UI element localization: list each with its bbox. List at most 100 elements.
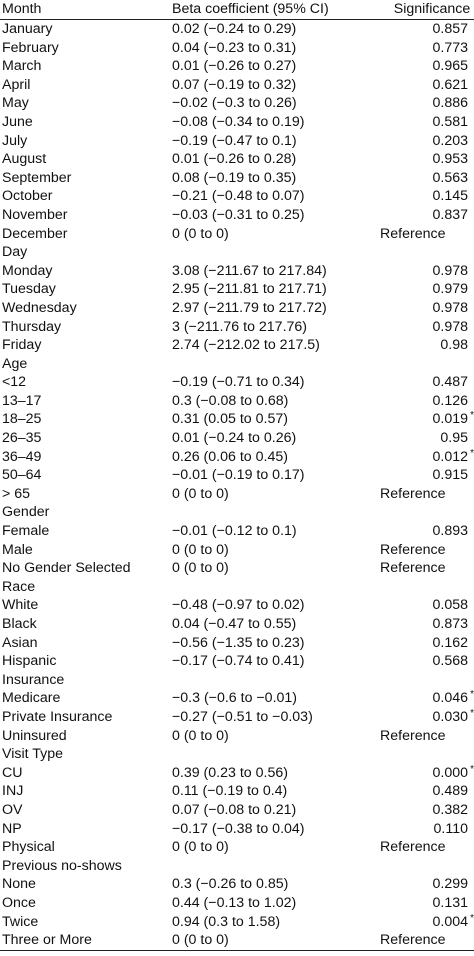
significance: 0.000 * — [376, 764, 474, 783]
significance-value: 0.978 — [432, 299, 468, 316]
row-label: 13–17 — [2, 392, 42, 409]
table-row: Male 0 (0 to 0) Reference — [0, 541, 474, 560]
table-row: Female −0.01 (−0.12 to 0.1) 0.893 — [0, 522, 474, 541]
significance: Reference — [376, 541, 474, 560]
significance-value: 0.030 — [432, 708, 468, 725]
significance-star: * — [470, 707, 474, 719]
row-label: Uninsured — [2, 727, 67, 744]
table-row: Physical 0 (0 to 0) Reference — [0, 838, 474, 857]
significance: Reference — [376, 838, 474, 857]
significance: 0.046 * — [376, 689, 474, 708]
row-label: March — [2, 58, 42, 75]
significance — [376, 243, 474, 262]
row-label: Physical — [2, 839, 55, 856]
significance: 0.978 — [376, 299, 474, 318]
row-label: Thursday — [2, 318, 62, 335]
row-label: 50–64 — [2, 467, 42, 484]
significance-value: Reference — [380, 727, 446, 744]
beta-coefficient: 2.74 (−212.02 to 217.5) — [172, 337, 320, 354]
significance: 0.203 — [376, 132, 474, 151]
row-label: Wednesday — [2, 299, 77, 316]
significance: 0.126 — [376, 392, 474, 411]
table-row: 36–49 0.26 (0.06 to 0.45) 0.012 * — [0, 448, 474, 467]
significance: Reference — [376, 225, 474, 244]
table-row: Twice 0.94 (0.3 to 1.58) 0.004 * — [0, 913, 474, 932]
table-row: Uninsured 0 (0 to 0) Reference — [0, 727, 474, 746]
significance-value: 0.978 — [432, 318, 468, 335]
significance-value: 0.837 — [432, 206, 468, 223]
significance-value: Reference — [380, 541, 446, 558]
beta-coefficient: −0.01 (−0.12 to 0.1) — [172, 523, 297, 540]
table-row: CU 0.39 (0.23 to 0.56) 0.000 * — [0, 764, 474, 783]
table-row: Friday 2.74 (−212.02 to 217.5) 0.98 — [0, 336, 474, 355]
row-label: White — [2, 597, 39, 614]
beta-coefficient: 0 (0 to 0) — [170, 931, 376, 951]
significance: 0.568 — [376, 652, 474, 671]
significance: 0.621 — [376, 76, 474, 95]
beta-coefficient — [170, 578, 376, 597]
significance-value: 0.046 — [432, 690, 468, 707]
table-row: 50–64 −0.01 (−0.19 to 0.17) 0.915 — [0, 466, 474, 485]
beta-coefficient: 0.04 (−0.47 to 0.55) — [172, 616, 297, 632]
row-label: None — [2, 876, 36, 893]
significance-value: 0.145 — [432, 188, 468, 205]
significance-value: 0.203 — [432, 132, 468, 149]
beta-coefficient: 2.97 (−211.79 to 217.72) — [172, 299, 327, 316]
table-row: Tuesday 2.95 (−211.81 to 217.71) 0.979 — [0, 280, 474, 299]
significance-value: 0.979 — [432, 281, 468, 298]
beta-coefficient: 0.07 (−0.08 to 0.21) — [172, 801, 297, 818]
significance-star: * — [470, 763, 474, 775]
beta-coefficient: −0.08 (−0.34 to 0.19) — [172, 113, 305, 130]
beta-coefficient — [170, 745, 376, 764]
significance-value: 0.886 — [432, 95, 468, 112]
beta-coefficient: 0 (0 to 0) — [172, 560, 229, 577]
row-label: July — [2, 132, 28, 149]
row-label: 18–25 — [2, 411, 42, 428]
significance-value: 0.131 — [432, 894, 468, 911]
significance-value: 0.893 — [432, 523, 468, 540]
table-row: Once 0.44 (−0.13 to 1.02) 0.131 — [0, 894, 474, 913]
table-row: February 0.04 (−0.23 to 0.31) 0.773 — [0, 39, 474, 58]
significance-value: 0.126 — [432, 392, 468, 409]
significance-value: 0.953 — [432, 151, 468, 168]
beta-coefficient: −0.03 (−0.31 to 0.25) — [172, 206, 305, 223]
row-label: June — [2, 113, 33, 130]
significance-value: 0.110 — [433, 820, 468, 837]
significance-value: Reference — [380, 485, 446, 502]
significance: 0.965 — [376, 57, 474, 76]
beta-coefficient: 0.01 (−0.24 to 0.26) — [172, 430, 297, 447]
significance-value: 0.299 — [432, 876, 468, 893]
beta-coefficient: 0 (0 to 0) — [172, 727, 229, 744]
beta-coefficient: 0 (0 to 0) — [172, 485, 229, 502]
row-label: May — [2, 95, 29, 112]
row-label: September — [2, 169, 72, 186]
table-row: Day — [0, 243, 474, 262]
row-label: OV — [2, 801, 23, 818]
significance-star: * — [470, 410, 474, 422]
row-label: Private Insurance — [2, 708, 113, 725]
significance-value: 0.773 — [432, 39, 468, 56]
row-label: Friday — [2, 337, 42, 354]
table-row: 26–35 0.01 (−0.24 to 0.26) 0.95 — [0, 429, 474, 448]
row-label: Monday — [2, 262, 53, 279]
significance: 0.873 — [376, 615, 474, 634]
row-label: Gender — [2, 504, 50, 521]
table-row: Race — [0, 578, 474, 597]
table-row: September 0.08 (−0.19 to 0.35) 0.563 — [0, 169, 474, 188]
beta-coefficient: 0 (0 to 0) — [172, 225, 229, 242]
significance-value: 0.019 — [432, 411, 468, 428]
row-label: 36–49 — [2, 448, 42, 465]
row-label: Previous no-shows — [2, 857, 122, 874]
significance: 0.145 — [376, 187, 474, 206]
table-row: Three or More 0 (0 to 0) Reference — [0, 931, 474, 951]
significance-value: Reference — [380, 560, 446, 577]
beta-coefficient: −0.3 (−0.6 to −0.01) — [172, 690, 298, 707]
table-row: August 0.01 (−0.26 to 0.28) 0.953 — [0, 150, 474, 169]
row-label: Age — [2, 355, 28, 372]
table-row: Visit Type — [0, 745, 474, 764]
beta-coefficient: 3.08 (−211.67 to 217.84) — [172, 262, 327, 279]
table-row: <12 −0.19 (−0.71 to 0.34) 0.487 — [0, 373, 474, 392]
significance-value: 0.978 — [432, 262, 468, 279]
significance — [376, 503, 474, 522]
significance: 0.893 — [376, 522, 474, 541]
